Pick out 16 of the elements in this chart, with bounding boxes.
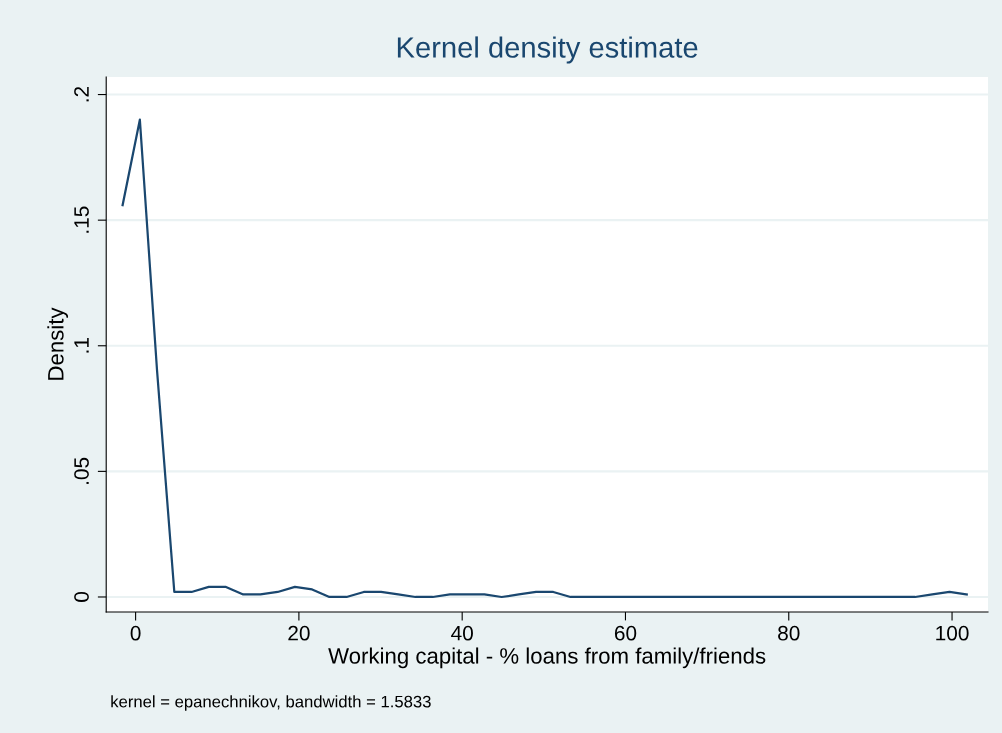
x-tick-label: 20 bbox=[288, 625, 310, 641]
y-tick-label: .15 bbox=[74, 206, 89, 233]
y-tick-label: .1 bbox=[74, 338, 89, 353]
text: kernel = epanechnikov, bandwidth = 1.5833 bbox=[111, 695, 431, 711]
y-axis-title: Density bbox=[47, 307, 69, 380]
x-tick-label: 40 bbox=[451, 625, 473, 641]
y-tick-label: 0 bbox=[74, 592, 89, 602]
x-tick-label: 100 bbox=[936, 625, 969, 641]
x-tick-label: 0 bbox=[130, 625, 141, 641]
y-tick-label: .05 bbox=[74, 457, 89, 484]
line-series bbox=[121, 118, 968, 599]
y-tick-label: .2 bbox=[74, 86, 89, 102]
x-axis-title: Working capital - % loans from family/friends bbox=[328, 647, 766, 669]
chart-title: Kernel density estimate bbox=[397, 36, 698, 64]
x-tick-label: 80 bbox=[778, 625, 800, 641]
x-tick-label: 60 bbox=[614, 625, 637, 641]
